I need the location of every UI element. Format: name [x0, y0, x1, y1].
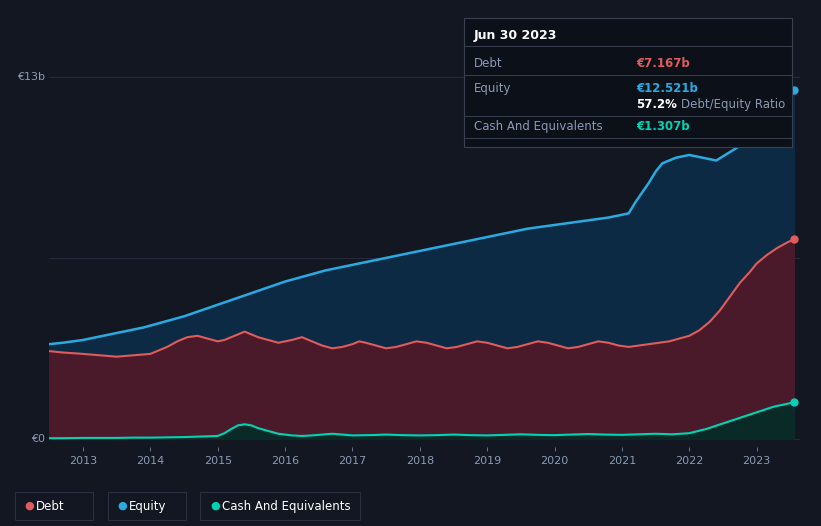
Text: Cash And Equivalents: Cash And Equivalents — [474, 120, 603, 133]
Text: €7.167b: €7.167b — [636, 57, 690, 69]
Text: ●: ● — [117, 501, 127, 511]
Text: Debt/Equity Ratio: Debt/Equity Ratio — [681, 98, 786, 110]
Text: Debt: Debt — [474, 57, 502, 69]
Text: 57.2%: 57.2% — [636, 98, 677, 110]
Text: ●: ● — [210, 501, 220, 511]
Text: Cash And Equivalents: Cash And Equivalents — [222, 500, 351, 512]
Text: €1.307b: €1.307b — [636, 120, 690, 133]
Text: Equity: Equity — [129, 500, 167, 512]
Text: Debt: Debt — [36, 500, 65, 512]
Text: Equity: Equity — [474, 82, 511, 95]
Text: ●: ● — [25, 501, 34, 511]
Text: €13b: €13b — [17, 72, 45, 82]
Text: €0: €0 — [31, 434, 45, 444]
Text: €12.521b: €12.521b — [636, 82, 698, 95]
Text: Jun 30 2023: Jun 30 2023 — [474, 29, 557, 42]
